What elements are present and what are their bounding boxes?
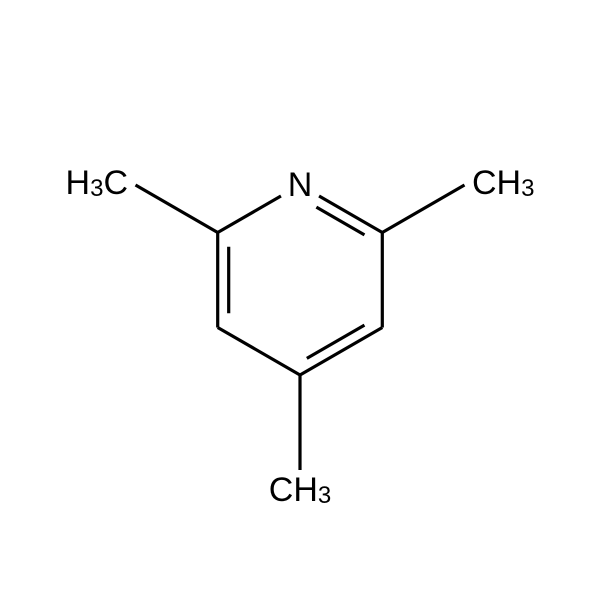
molecule-diagram: N CH3 H3C CH3 — [0, 0, 600, 600]
bond — [316, 207, 364, 235]
methyl-label: H3C — [66, 164, 128, 202]
bond — [300, 328, 382, 376]
bond — [218, 196, 281, 233]
methyl-label: CH3 — [269, 471, 331, 509]
bond — [136, 185, 218, 233]
methyl-label: CH3 — [472, 164, 534, 202]
bond — [218, 328, 300, 376]
bond — [382, 185, 464, 233]
atom-label-n: N — [288, 166, 313, 204]
